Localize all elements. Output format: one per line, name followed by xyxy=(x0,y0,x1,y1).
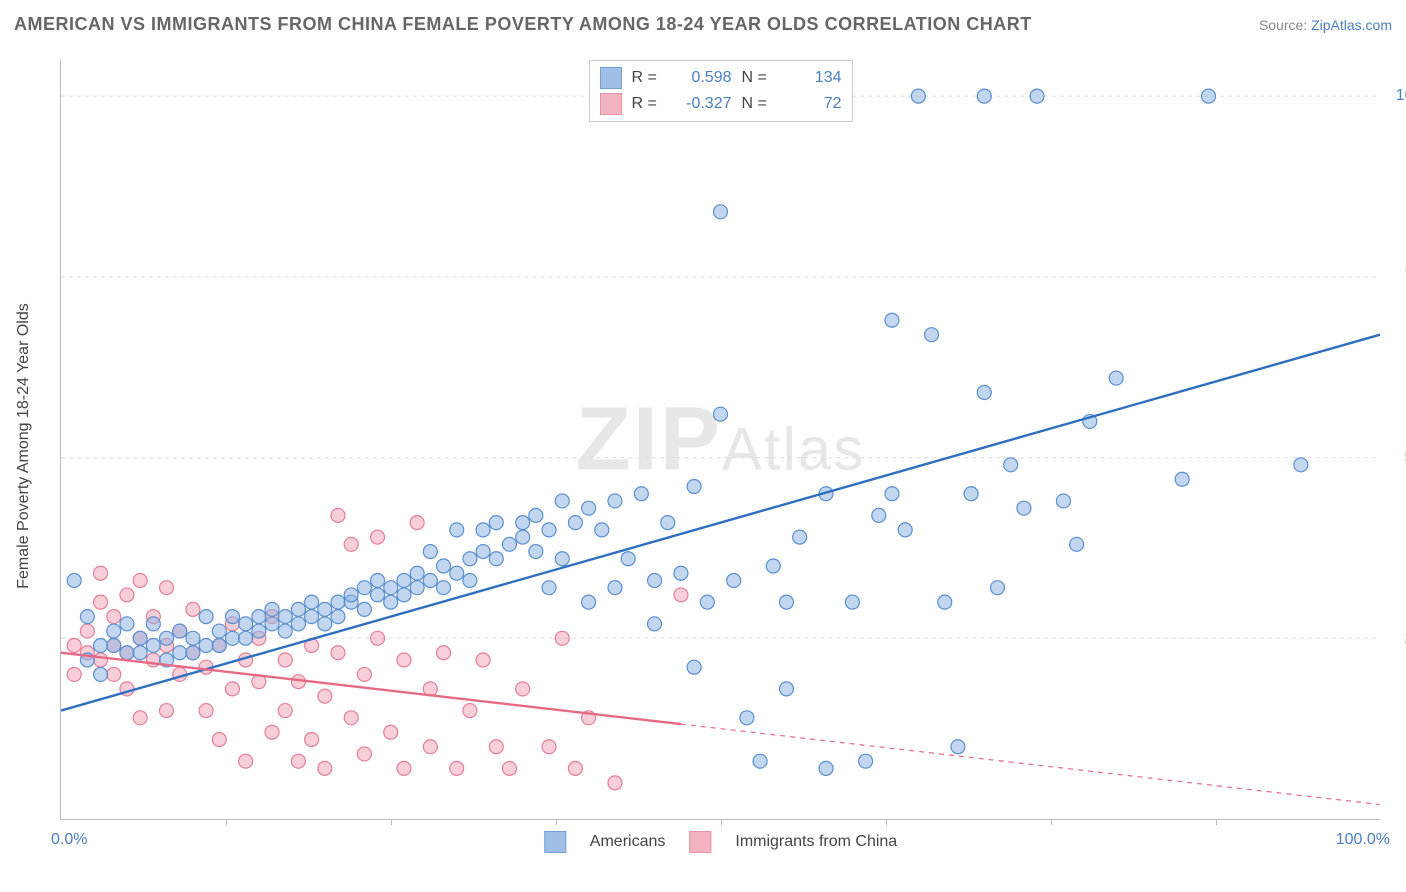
y-tick-label: 75.0% xyxy=(1390,268,1406,286)
x-tick xyxy=(1051,819,1052,825)
series-label-americans: Americans xyxy=(590,833,666,851)
swatch-immigrants xyxy=(689,831,711,853)
r-label: R = xyxy=(632,69,662,87)
plot-area: ZIPAtlas R = 0.598 N = 134 R = -0.327 N … xyxy=(60,60,1380,820)
x-tick xyxy=(556,819,557,825)
r-label: R = xyxy=(632,95,662,113)
x-tick xyxy=(226,819,227,825)
x-tick xyxy=(391,819,392,825)
y-tick-label: 50.0% xyxy=(1390,449,1406,467)
title-bar: AMERICAN VS IMMIGRANTS FROM CHINA FEMALE… xyxy=(14,14,1392,35)
correlation-legend: R = 0.598 N = 134 R = -0.327 N = 72 xyxy=(589,60,853,122)
swatch-americans xyxy=(600,67,622,89)
series-legend: Americans Immigrants from China xyxy=(544,831,897,853)
series-label-immigrants: Immigrants from China xyxy=(735,833,897,851)
r-value-americans: 0.598 xyxy=(672,69,732,87)
n-label: N = xyxy=(742,69,772,87)
y-tick-label: 100.0% xyxy=(1390,87,1406,105)
legend-row-americans: R = 0.598 N = 134 xyxy=(600,65,842,91)
swatch-immigrants xyxy=(600,93,622,115)
x-tick xyxy=(721,819,722,825)
scatter-plot-svg xyxy=(61,60,1380,819)
x-tick xyxy=(1216,819,1217,825)
r-value-immigrants: -0.327 xyxy=(672,95,732,113)
chart-title: AMERICAN VS IMMIGRANTS FROM CHINA FEMALE… xyxy=(14,14,1032,35)
y-axis-label: Female Poverty Among 18-24 Year Olds xyxy=(15,303,33,589)
legend-row-immigrants: R = -0.327 N = 72 xyxy=(600,91,842,117)
n-value-immigrants: 72 xyxy=(782,95,842,113)
x-axis-min-label: 0.0% xyxy=(51,831,87,849)
x-tick xyxy=(886,819,887,825)
source-link[interactable]: ZipAtlas.com xyxy=(1311,17,1392,33)
x-axis-max-label: 100.0% xyxy=(1336,831,1390,849)
chart-container: AMERICAN VS IMMIGRANTS FROM CHINA FEMALE… xyxy=(0,0,1406,892)
n-label: N = xyxy=(742,95,772,113)
swatch-americans xyxy=(544,831,566,853)
source-attribution: Source: ZipAtlas.com xyxy=(1259,17,1392,33)
y-tick-label: 25.0% xyxy=(1390,630,1406,648)
n-value-americans: 134 xyxy=(782,69,842,87)
source-label: Source: xyxy=(1259,17,1307,33)
